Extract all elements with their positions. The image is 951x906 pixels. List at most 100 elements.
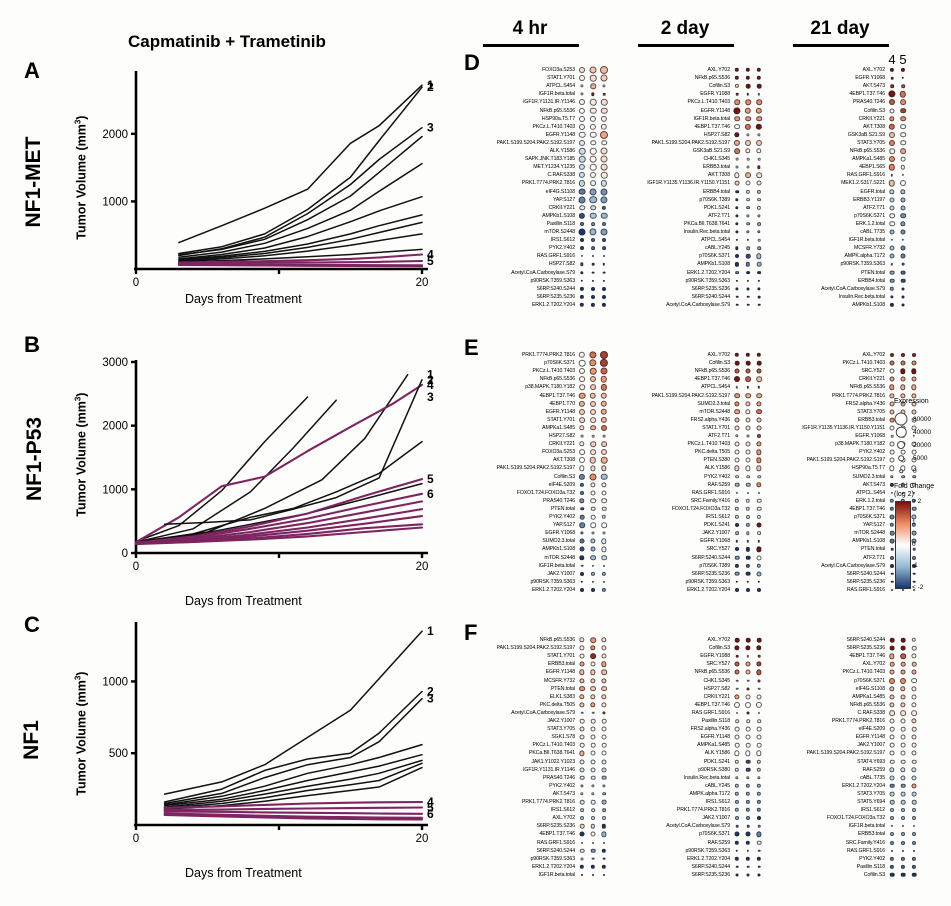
dotplot-dot <box>591 246 595 251</box>
dotplot-dot <box>901 295 905 299</box>
dotplot-dot <box>590 490 596 496</box>
dotplot-dot <box>579 693 585 700</box>
dotplot-dot <box>911 686 917 692</box>
dotplot-row-label: mTOR.S2448 <box>544 229 575 235</box>
dotplot-row-label: p90RSK.S380 <box>698 766 730 773</box>
dotplot-dot <box>734 856 740 861</box>
dotplot-row-label: S6RP.S235.S236 <box>691 285 730 292</box>
dotplot-dot <box>601 653 607 659</box>
dotplot-dot <box>911 637 917 643</box>
dotplot-row-label: PYK2.Y402 <box>859 449 885 456</box>
dotplot-dot <box>891 849 893 852</box>
dotplot-dot <box>579 286 585 291</box>
dotplot-row-label: SAPK.JNK.T183.Y185 <box>524 156 575 163</box>
dotplot-row-label: ELK1.S383 <box>549 693 575 700</box>
dotplot-dot <box>734 750 740 757</box>
dotplot-dot <box>745 441 751 447</box>
dotplot-dot <box>734 726 740 732</box>
dotplot-dot <box>578 172 586 179</box>
dotplot-dot <box>735 230 739 234</box>
dotplot-row-label: 4EBP1.T37.T46 <box>539 392 575 399</box>
dotplot-dot <box>889 278 895 283</box>
dotplot-row-label: GSK3aB.S21.S9 <box>692 148 730 154</box>
dotplot-row-label: ERK1.2.T202.Y204 <box>841 782 885 789</box>
dotplot-dot <box>757 580 761 583</box>
dotplot-dot <box>757 221 761 226</box>
dotplot-dot <box>736 711 738 714</box>
dotplot-row-label: ERBB3.Y1197 <box>853 196 885 203</box>
dotplot-dot <box>756 205 762 210</box>
dotplot-dot <box>900 278 906 283</box>
dotplot-row-label: p70S6K.S371 <box>854 677 885 684</box>
growth-curve-line <box>163 743 423 806</box>
dotplot-dot <box>911 669 917 675</box>
dotplot-dot <box>591 564 595 567</box>
dotplot-dot <box>900 637 906 643</box>
y-axis-title-close: ) <box>74 392 89 397</box>
row-label-nf1: NF1 <box>20 720 43 760</box>
dotplot-dot <box>734 368 740 374</box>
dotplot-dot <box>578 196 586 204</box>
dotplot-dot <box>745 172 751 179</box>
dotplot-dot <box>590 425 596 431</box>
row-label-nf1-met: NF1-MET <box>22 136 45 228</box>
dotplot-dot <box>602 784 606 788</box>
dotplot-dot <box>756 856 762 861</box>
dotplot-dot <box>745 417 751 423</box>
dotplot-dot <box>734 376 740 383</box>
dotplot-dot <box>889 498 895 503</box>
dotplot-row-label: RAF.S259 <box>707 481 730 488</box>
growth-curve-line <box>163 697 423 805</box>
dotplot-dot <box>590 514 596 520</box>
dotplot-dot <box>901 474 905 479</box>
dotplot-dot <box>734 123 740 130</box>
curve-number-label: 4 <box>427 247 434 261</box>
dotplot-dot <box>591 92 595 96</box>
dotplot-row-label: mTOR.S2448 <box>854 530 885 537</box>
dotplot-dot <box>579 661 585 667</box>
y-axis-title-c: Tumor Volume (mm3) <box>73 669 88 799</box>
dotplot-dot <box>580 564 584 567</box>
dotplot-dot <box>912 840 916 845</box>
dotplot-dot <box>889 726 895 732</box>
dotplot-dot <box>756 694 762 700</box>
x-tick-label: 20 <box>416 561 429 573</box>
dotplot-dot <box>734 262 740 267</box>
dotplot-row-label: JAK2.Y1007 <box>702 530 730 537</box>
legend-expression-circle <box>895 426 907 438</box>
dotplot-dot <box>579 139 585 146</box>
dotplot-dot <box>601 554 607 561</box>
dotplot-row-label: cABL.Y245 <box>704 245 730 252</box>
dotplot-dot <box>756 392 762 399</box>
dotplot-dot <box>745 465 751 471</box>
dotplot-dot <box>889 360 895 366</box>
growth-curve-line <box>163 806 424 811</box>
dotplot-dot <box>911 662 917 667</box>
dotplot-dot <box>889 67 895 73</box>
dotplot-row-label: S6RP.S240.S244 <box>536 847 575 854</box>
dotplot-row-label: p38.MAPK.T180.Y182 <box>835 441 885 448</box>
dotplot-row-label: p90RSK.T359.S363 <box>685 578 731 585</box>
dotplot-dot <box>590 376 596 383</box>
dotplot-dot <box>890 825 894 828</box>
dotplot-dot <box>578 392 586 399</box>
dotplot-dot <box>590 759 596 764</box>
dotplot-dot <box>601 824 607 829</box>
dotplot-dot <box>757 719 761 723</box>
growth-curve-line <box>178 86 423 255</box>
dotplot-dot <box>745 669 751 675</box>
dotplot-row-label: PTEN.S380 <box>703 457 731 464</box>
growth-curve-line <box>135 373 409 543</box>
dotplot-dot <box>734 799 740 805</box>
dotplot-dot <box>580 279 584 282</box>
dotplot-row-label: IGF1R.beta.total <box>848 823 886 830</box>
column-header-21day: 21 day <box>810 18 870 39</box>
dotplot-dot <box>889 441 895 447</box>
dotplot-row-label: IRS1.S612 <box>550 807 575 814</box>
dotplot-dot <box>745 694 751 700</box>
dotplot-dot <box>580 255 584 258</box>
dotplot-row-label: ERK.1.2.total <box>855 497 885 504</box>
dotplot-dot <box>579 685 585 692</box>
dotplot-row-label: eIF4E.S209 <box>858 726 885 733</box>
